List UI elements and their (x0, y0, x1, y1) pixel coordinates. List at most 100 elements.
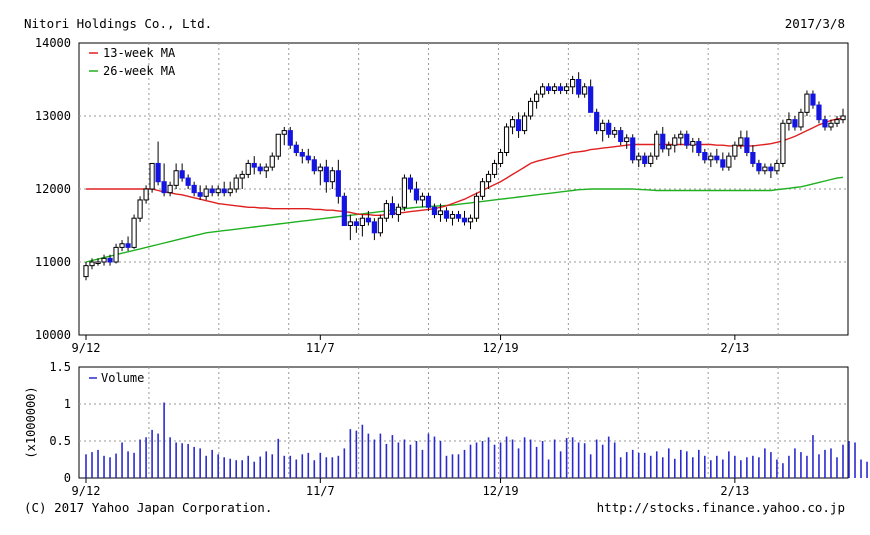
candlestick (89, 258, 95, 270)
candle-body (155, 162, 161, 183)
candle-body (221, 188, 227, 194)
candlestick (726, 152, 732, 171)
candlestick (479, 178, 486, 200)
candle-body (203, 188, 209, 197)
candle-body (239, 173, 245, 179)
candle-body (600, 122, 606, 132)
candle-body (173, 170, 179, 186)
volume-y-tick-label: 1 (64, 397, 71, 411)
candlestick (305, 148, 311, 164)
candlestick (521, 112, 528, 135)
volume-x-tick-label: 12/19 (482, 484, 518, 498)
candle-body (612, 130, 618, 135)
candle-body (720, 159, 726, 168)
candle-body (89, 261, 95, 267)
price-legend: 13-week MA 26-week MA (89, 46, 176, 78)
candle-body (546, 86, 552, 91)
candlestick (251, 156, 257, 175)
candlestick (341, 192, 347, 227)
candle-body (696, 141, 702, 154)
candle-body (359, 217, 365, 226)
candlestick (317, 163, 323, 186)
candle-body (840, 115, 846, 121)
candle-body (684, 133, 690, 146)
candlestick (491, 159, 498, 179)
candle-body (648, 155, 654, 164)
candle-body (618, 130, 624, 143)
candlestick (714, 148, 720, 164)
candle-body (473, 195, 480, 219)
candlestick (209, 185, 215, 197)
candlestick (696, 137, 702, 157)
candlestick (648, 152, 654, 168)
candlestick (179, 163, 185, 182)
candlestick (810, 90, 816, 109)
candlestick (353, 218, 359, 233)
candlestick (558, 83, 564, 95)
candlestick (612, 126, 618, 138)
price-y-tick-label: 14000 (35, 36, 71, 50)
candlestick (642, 152, 648, 168)
candle-body (714, 155, 720, 161)
candlestick (191, 181, 197, 197)
candlestick (756, 159, 762, 175)
candle-body (485, 173, 492, 183)
candlestick (425, 192, 432, 211)
candlestick (792, 116, 798, 131)
candle-body (341, 195, 347, 227)
candle-body (395, 206, 402, 216)
candlestick (149, 162, 155, 193)
candle-body (179, 170, 185, 179)
candlestick (690, 137, 696, 153)
candlestick (533, 90, 540, 109)
candlestick (744, 130, 750, 157)
candle-body (101, 257, 107, 263)
volume-x-tick-label: 2/13 (720, 484, 749, 498)
price-y-tick-label: 10000 (35, 328, 71, 342)
candlestick (167, 181, 173, 197)
candlestick (185, 174, 191, 189)
candlestick (503, 123, 510, 157)
candle-body (197, 192, 203, 197)
price-x-tick-label: 11/7 (306, 341, 335, 355)
candle-body (119, 243, 125, 248)
candle-body (161, 181, 167, 194)
candlestick (840, 108, 846, 124)
volume-plot-frame (78, 366, 849, 479)
candlestick (678, 130, 684, 146)
candle-body (431, 206, 438, 216)
candlestick (485, 170, 492, 189)
candle-body (539, 86, 546, 95)
candle-body (792, 119, 798, 128)
candle-body (515, 119, 522, 132)
candlestick (377, 214, 383, 237)
candle-body (750, 152, 756, 164)
candle-body (834, 119, 840, 124)
candle-body (594, 111, 600, 132)
candlestick (624, 134, 630, 149)
candlestick (455, 210, 462, 222)
candle-body (726, 155, 732, 168)
candle-body (642, 155, 648, 164)
candlestick (281, 126, 287, 146)
candle-body (323, 166, 329, 183)
candlestick (125, 236, 131, 252)
price-y-tick-label: 13000 (35, 109, 71, 123)
candle-body (257, 166, 263, 172)
chart-date: 2017/3/8 (785, 16, 845, 31)
candlestick (804, 90, 810, 116)
candlestick (672, 134, 678, 153)
copyright-text: (C) 2017 Yahoo Japan Corporation. (24, 500, 272, 515)
candle-body (293, 144, 299, 153)
candle-body (503, 126, 510, 153)
candle-body (509, 119, 516, 128)
candlestick (419, 192, 426, 208)
candlestick (269, 152, 275, 171)
candlestick (798, 108, 804, 131)
candle-body (311, 159, 317, 172)
candle-body (425, 195, 432, 208)
candlestick (786, 112, 792, 131)
candle-body (570, 79, 576, 88)
candlestick (564, 83, 570, 95)
candlestick (335, 159, 341, 204)
